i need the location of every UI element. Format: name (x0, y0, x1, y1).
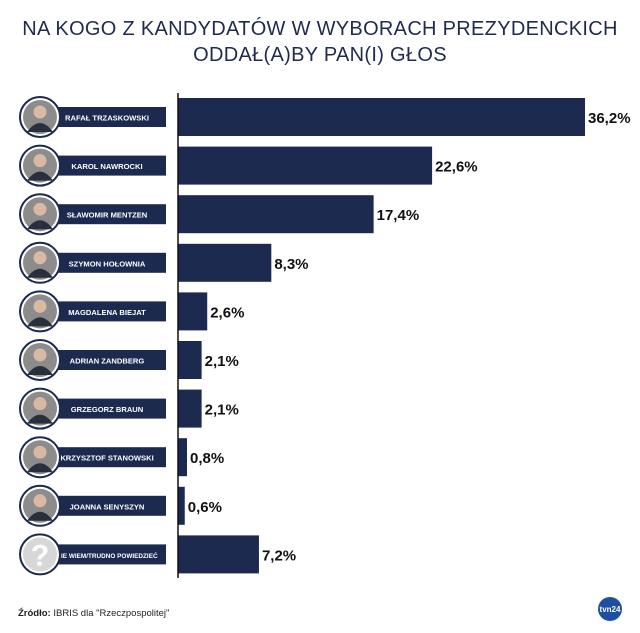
person-head-icon (33, 445, 47, 459)
candidate-label-box (40, 107, 166, 127)
bar (178, 243, 272, 282)
candidate-label-box (40, 495, 166, 516)
source-note: Źródło: IBRIS dla "Rzeczpospolitej" (18, 608, 169, 619)
candidate-label: ADRIAN ZANDBERG (70, 357, 145, 366)
source-label: Źródło: (18, 608, 51, 619)
candidate-label-box (40, 252, 166, 273)
candidate-label: RAFAŁ TRZASKOWSKI (65, 114, 149, 123)
value-label: 7,2% (262, 547, 296, 564)
person-head-icon (33, 397, 47, 411)
candidate-label: GRZEGORZ BRAUN (71, 405, 144, 414)
person-head-icon (33, 494, 47, 508)
person-body-icon (27, 171, 53, 181)
candidate-label-box (40, 447, 166, 468)
person-body-icon (27, 414, 53, 424)
bar (178, 341, 202, 379)
person-body-icon (27, 268, 53, 278)
value-label: 22,6% (435, 159, 478, 176)
value-label: 36,2% (588, 110, 631, 127)
person-head-icon (33, 202, 47, 216)
person-body-icon (27, 511, 53, 521)
candidate-label-box (40, 301, 166, 322)
bar (178, 292, 208, 331)
bar-chart: RAFAŁ TRZASKOWSKI 36,2% KAROL NAWROCKI 22,6… (19, 93, 631, 578)
value-label: 0,8% (190, 450, 224, 467)
chart-title-line1: NA KOGO Z KANDYDATÓW W WYBORACH PREZYDEN… (22, 18, 618, 40)
bar (178, 486, 185, 525)
value-label: 8,3% (274, 256, 308, 273)
tvn24-logo: tvn24 (598, 597, 622, 621)
bar (178, 535, 259, 574)
value-label: 17,4% (377, 207, 420, 224)
candidate-label: JOANNA SENYSZYN (70, 502, 145, 511)
candidate-label: SŁAWOMIR MENTZEN (67, 211, 148, 220)
bar (178, 146, 433, 185)
bar (178, 195, 374, 234)
chart-title-line2: ODDAŁ(A)BY PAN(I) GŁOS (193, 44, 447, 66)
candidate-label-box (40, 398, 166, 419)
person-head-icon (33, 299, 47, 313)
candidate-label: KAROL NAWROCKI (71, 162, 142, 171)
person-body-icon (27, 220, 53, 230)
candidate-label-box (40, 155, 166, 176)
value-label: 2,1% (205, 353, 239, 370)
candidate-label: KRZYSZTOF STANOWSKI (60, 454, 153, 463)
candidate-label-box (40, 204, 166, 225)
value-label: 2,6% (210, 304, 244, 321)
value-label: 0,6% (188, 499, 222, 516)
candidate-label: NIE WIEM/TRUDNO POWIEDZIEĆ (56, 551, 158, 560)
value-label: 2,1% (205, 402, 239, 419)
person-body-icon (27, 463, 53, 473)
person-body-icon (27, 366, 53, 375)
bar (178, 389, 202, 428)
unknown-avatar-bg (23, 537, 57, 572)
candidate-label-box (40, 350, 166, 370)
candidate-label: MAGDALENA BIEJAT (68, 308, 146, 317)
person-head-icon (33, 251, 47, 265)
person-body-icon (27, 123, 53, 132)
bar (178, 98, 585, 136)
source-text: IBRIS dla "Rzeczpospolitej" (50, 608, 170, 619)
bar (178, 438, 187, 477)
candidate-label-box (40, 544, 166, 565)
candidate-label: SZYMON HOŁOWNIA (69, 259, 146, 268)
person-head-icon (33, 348, 47, 362)
person-head-icon (33, 105, 47, 119)
person-body-icon (27, 317, 53, 327)
person-head-icon (33, 154, 47, 168)
question-mark-icon: ? (31, 539, 49, 572)
